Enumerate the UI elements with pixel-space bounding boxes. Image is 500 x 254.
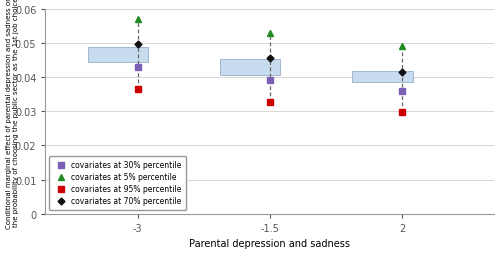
FancyBboxPatch shape xyxy=(88,48,148,63)
Legend: covariates at 30% percentile, covariates at 5% percentile, covariates at 95% per: covariates at 30% percentile, covariates… xyxy=(49,156,186,210)
Y-axis label: Conditional marginal effect of parental depression and sadness on
the probabilit: Conditional marginal effect of parental … xyxy=(6,0,18,228)
FancyBboxPatch shape xyxy=(220,60,280,76)
X-axis label: Parental depression and sadness: Parental depression and sadness xyxy=(190,239,350,248)
FancyBboxPatch shape xyxy=(352,72,412,83)
